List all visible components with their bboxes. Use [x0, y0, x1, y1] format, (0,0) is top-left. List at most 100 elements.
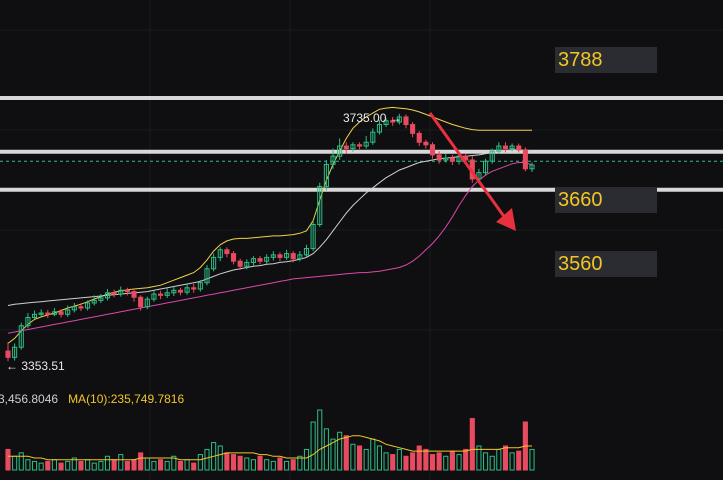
candle-body-59 — [396, 116, 402, 123]
volume-bar-52 — [350, 443, 356, 471]
candle-body-78 — [522, 149, 528, 170]
candle-79 — [529, 162, 535, 172]
volume-bar-67 — [449, 450, 455, 471]
candle-body-60 — [403, 116, 409, 126]
volume-bar-9 — [65, 460, 71, 471]
candle-1 — [12, 343, 18, 361]
candle-51 — [343, 142, 349, 154]
candle-21 — [144, 296, 150, 310]
candle-body-26 — [177, 289, 184, 293]
volume-bar-13 — [91, 462, 97, 471]
candle-12 — [85, 300, 91, 311]
candle-body-22 — [151, 293, 157, 300]
candle-72 — [483, 158, 489, 176]
candle-13 — [91, 295, 97, 306]
candle-65 — [436, 151, 442, 164]
volume-bar-50 — [337, 431, 343, 471]
volume-bar-33 — [224, 452, 230, 471]
candle-body-20 — [138, 296, 144, 308]
candle-body-51 — [343, 145, 349, 150]
candle-body-9 — [65, 309, 71, 315]
candle-body-77 — [516, 145, 522, 151]
volume-bar-8 — [58, 462, 64, 471]
volume-bar-73 — [489, 455, 495, 471]
candle-body-11 — [78, 306, 84, 309]
volume-bar-54 — [363, 448, 369, 471]
price-level-label-3560: 3560 — [555, 251, 657, 277]
candle-78 — [522, 147, 528, 172]
candle-53 — [356, 142, 363, 150]
volume-bar-30 — [204, 448, 210, 471]
candle-54 — [363, 135, 369, 149]
high-price-value: 3735.00 — [343, 111, 387, 125]
candle-46 — [310, 220, 316, 252]
volume-bar-23 — [158, 459, 164, 471]
candle-67 — [449, 154, 455, 166]
volume-bar-38 — [257, 455, 263, 471]
candle-61 — [410, 122, 416, 138]
candle-32 — [217, 247, 223, 262]
candle-body-24 — [164, 292, 170, 296]
candle-28 — [191, 283, 197, 293]
volume-bar-19 — [131, 459, 137, 471]
candle-body-62 — [416, 132, 422, 143]
volume-bar-63 — [423, 448, 429, 471]
candle-body-65 — [436, 154, 442, 161]
volume-bar-3 — [25, 459, 31, 471]
candle-body-5 — [38, 312, 44, 315]
volume-bar-49 — [330, 438, 336, 471]
candle-42 — [284, 249, 290, 260]
candle-52 — [350, 142, 356, 152]
volume-bar-24 — [164, 460, 170, 471]
candle-4 — [31, 310, 38, 320]
candle-18 — [124, 287, 130, 296]
candle-body-16 — [111, 292, 117, 295]
candle-body-10 — [71, 306, 77, 311]
candle-60 — [403, 114, 409, 129]
candle-37 — [250, 256, 256, 266]
candle-body-28 — [191, 287, 197, 290]
candle-body-35 — [237, 260, 243, 267]
candle-body-43 — [290, 253, 296, 260]
candle-24 — [164, 287, 170, 298]
candle-41 — [277, 252, 283, 262]
volume-bar-61 — [410, 452, 416, 471]
candle-76 — [509, 143, 515, 152]
candle-17 — [118, 286, 124, 297]
candle-14 — [98, 294, 104, 303]
volume-bar-5 — [38, 462, 44, 471]
candle-25 — [171, 286, 177, 296]
candle-body-33 — [224, 249, 230, 255]
candle-33 — [224, 247, 230, 258]
volume-bar-2 — [18, 452, 24, 471]
volume-bar-76 — [509, 452, 515, 471]
volume-bar-58 — [390, 454, 396, 471]
candle-body-34 — [230, 253, 237, 262]
candle-59 — [396, 113, 402, 125]
candle-body-32 — [217, 249, 223, 258]
candle-27 — [184, 283, 190, 295]
candle-body-67 — [449, 157, 455, 162]
candle-31 — [211, 253, 217, 272]
candle-47 — [317, 182, 323, 228]
price-level-label-3788: 3788 — [555, 47, 657, 73]
candle-body-8 — [58, 311, 64, 315]
volume-bar-68 — [456, 454, 462, 471]
candle-body-29 — [197, 282, 203, 290]
candle-body-56 — [376, 124, 382, 133]
candle-body-63 — [423, 141, 429, 146]
volume-bar-34 — [230, 454, 237, 471]
candle-48 — [323, 159, 329, 191]
candle-body-21 — [144, 298, 150, 308]
candle-body-30 — [204, 268, 210, 284]
candle-body-41 — [277, 254, 283, 258]
candle-body-31 — [211, 256, 217, 270]
volume-legend: 3,456.8046 MA(10):235,749.7816 — [0, 392, 194, 406]
candle-body-13 — [91, 299, 97, 304]
volume-bar-32 — [217, 445, 223, 471]
candle-body-23 — [158, 293, 164, 296]
candle-body-57 — [383, 120, 389, 126]
candle-30 — [204, 264, 210, 286]
